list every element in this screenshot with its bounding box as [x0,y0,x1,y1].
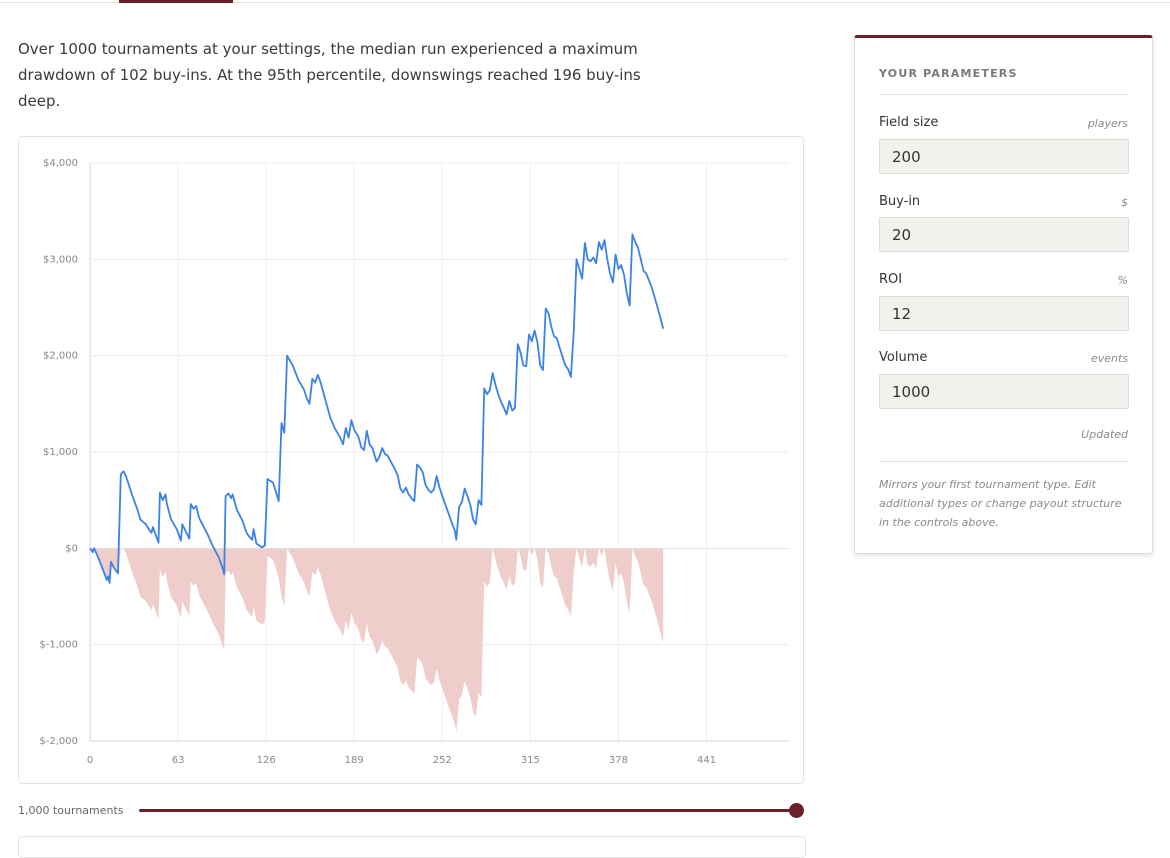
field-size-label: Field size [879,115,939,130]
slider-thumb[interactable] [789,803,804,818]
next-card [18,836,806,858]
buy-in-label: Buy-in [879,194,921,209]
x-tick-label: 378 [609,755,628,766]
x-tick-label: 441 [697,755,716,766]
buy-in-unit: $ [1121,196,1128,209]
buy-in-input[interactable] [879,217,1129,252]
x-tick-label: 252 [433,755,452,766]
x-tick-label: 63 [172,755,185,766]
x-tick-label: 189 [345,755,364,766]
volume-unit: events [1090,352,1128,365]
volume-input[interactable] [879,374,1129,409]
parameters-panel: YOUR PARAMETERS Field size players Buy-i… [854,35,1153,554]
roi-label: ROI [879,272,903,287]
y-tick-label: $-1,000 [39,640,78,651]
status-text: Updated [1081,428,1128,441]
y-tick-label: $3,000 [43,254,78,265]
y-tick-label: $1,000 [43,447,78,458]
drawdown-area [90,548,664,733]
x-tick-label: 315 [521,755,540,766]
x-tick-label: 126 [257,755,276,766]
note-divider [879,461,1129,462]
roi-unit: % [1117,274,1128,287]
active-tab-indicator [119,0,233,3]
roi-input[interactable] [879,296,1129,331]
field-size-unit: players [1087,117,1128,130]
slider-label: 1,000 tournaments [18,804,124,817]
y-tick-label: $0 [65,543,78,554]
parameters-title: YOUR PARAMETERS [879,67,1018,80]
y-tick-label: $4,000 [43,158,78,169]
field-size-input[interactable] [879,139,1129,174]
x-tick-label: 0 [87,755,93,766]
y-tick-label: $2,000 [43,351,78,362]
cumulative-profit-line [89,233,665,584]
y-tick-label: $-2,000 [39,736,78,747]
chart-card: $4,000 $3,000 $2,000 $1,000 $0 $-1,000 $-2,000… [18,136,804,784]
title-divider [879,94,1129,95]
tournament-slider[interactable]: 1,000 tournaments [18,800,808,824]
summary-text: Over 1000 tournaments at your settings, … [18,40,641,110]
drawdown-chart: $4,000 $3,000 $2,000 $1,000 $0 $-1,000 $-2,000… [39,158,789,766]
top-divider [0,2,1170,3]
parameters-note: Mirrors your first tournament type. Edit… [879,478,1122,529]
slider-track[interactable] [139,809,799,812]
volume-label: Volume [879,350,928,365]
